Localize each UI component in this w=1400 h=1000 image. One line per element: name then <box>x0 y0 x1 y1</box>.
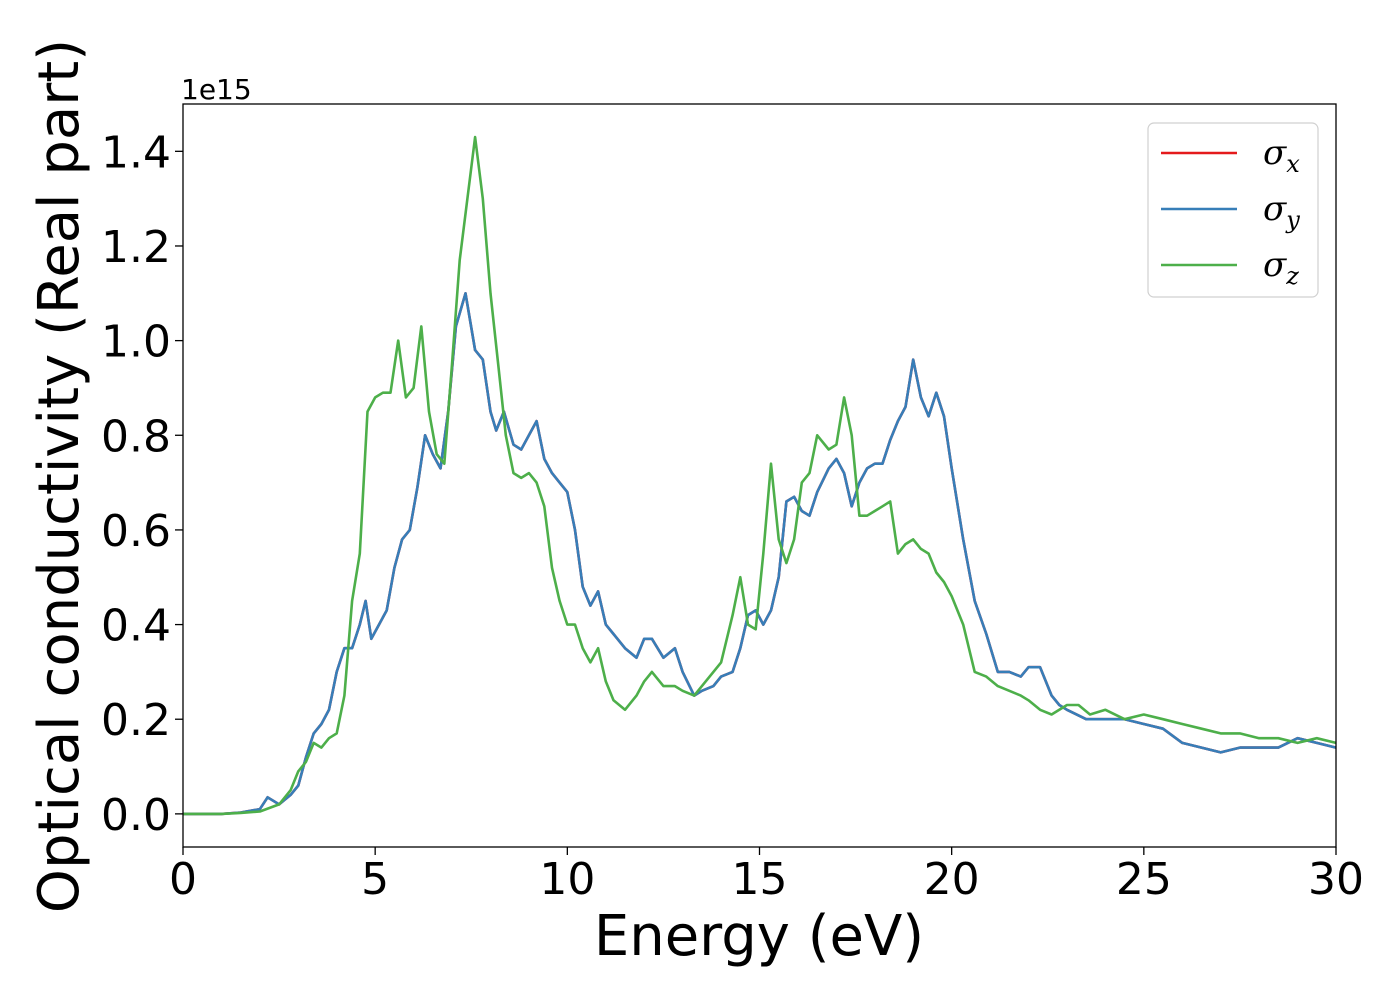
x-tick-label: 0 <box>169 854 197 905</box>
x-axis: 0 5 10 15 20 25 30 <box>169 847 1364 905</box>
x-tick-label: 10 <box>539 854 595 905</box>
y-axis: 0.0 0.2 0.4 0.6 0.8 1.0 1.2 1.4 <box>101 127 183 841</box>
x-tick-label: 15 <box>732 854 788 905</box>
plot-lines <box>183 135 1337 816</box>
x-tick-label: 5 <box>361 854 389 905</box>
y-tick-label: 0.4 <box>101 601 171 652</box>
y-tick-label: 0.8 <box>101 411 171 462</box>
y-tick-label: 0.6 <box>101 506 171 557</box>
legend: σx σy σz <box>1147 122 1319 298</box>
y-tick-label: 1.2 <box>101 222 171 273</box>
y-tick-label: 1.4 <box>101 127 171 178</box>
x-tick-label: 30 <box>1308 854 1364 905</box>
x-tick-label: 25 <box>1116 854 1172 905</box>
y-tick-label: 1.0 <box>101 317 171 368</box>
x-tick-label: 20 <box>924 854 980 905</box>
x-axis-title: Energy (eV) <box>594 904 924 969</box>
legend-label-x: σx <box>1263 133 1300 178</box>
y-tick-label: 0.0 <box>101 790 171 841</box>
series-line-x <box>183 292 1337 816</box>
y-axis-title: Optical conductivity (Real part) <box>27 39 92 913</box>
legend-label-z: σz <box>1263 245 1299 290</box>
legend-label-y: σy <box>1263 189 1300 234</box>
series-line-z <box>183 135 1337 816</box>
y-tick-label: 0.2 <box>101 695 171 746</box>
series-line-y <box>183 292 1337 816</box>
y-offset-label: 1e15 <box>181 73 252 106</box>
